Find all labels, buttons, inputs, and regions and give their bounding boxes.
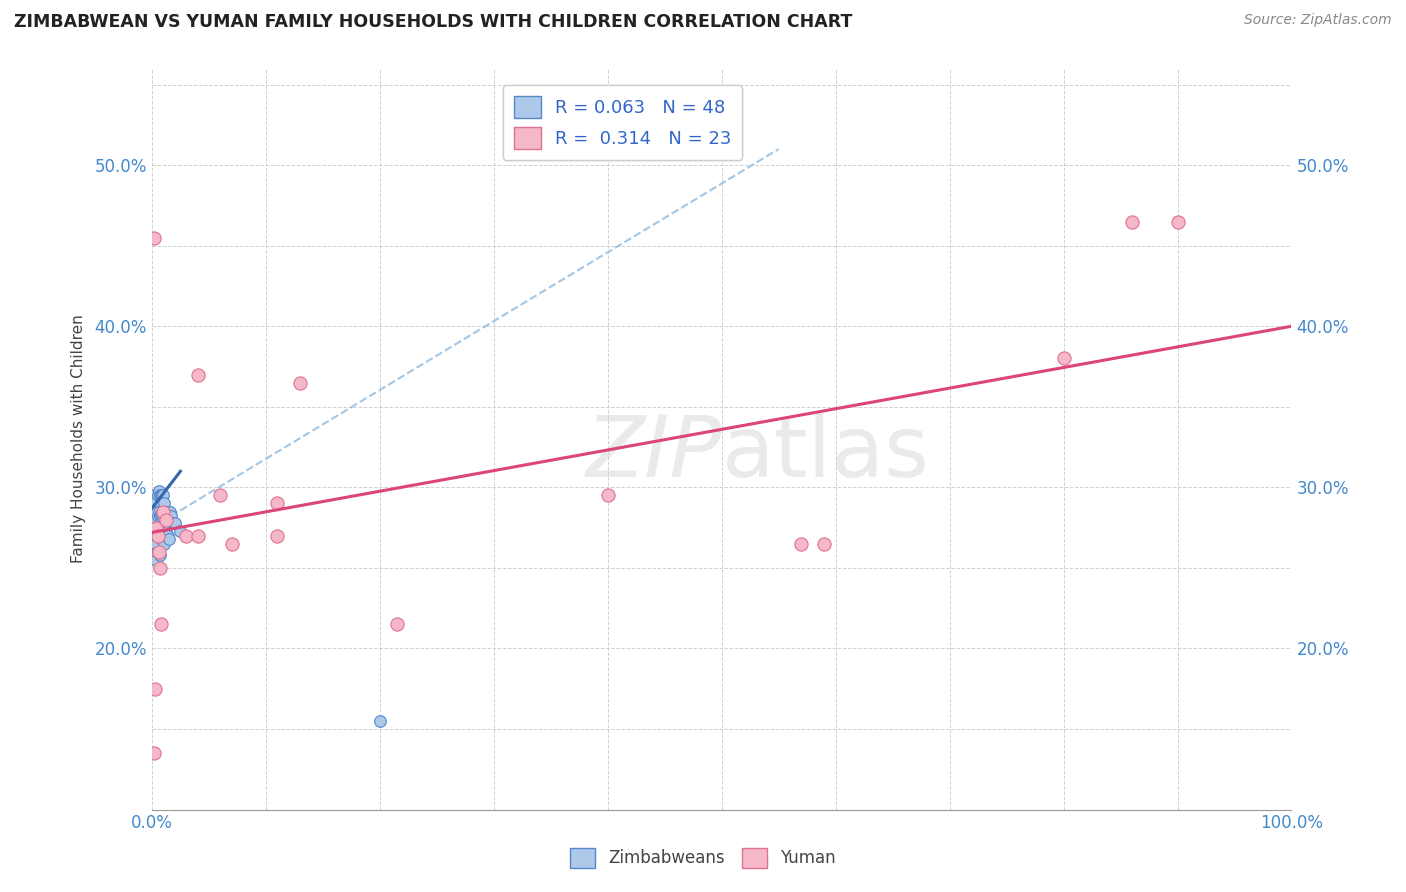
Point	[152, 532, 174, 546]
Point	[143, 537, 166, 551]
Point	[169, 524, 191, 538]
Text: ZIMBABWEAN VS YUMAN FAMILY HOUSEHOLDS WITH CHILDREN CORRELATION CHART: ZIMBABWEAN VS YUMAN FAMILY HOUSEHOLDS WI…	[14, 13, 852, 31]
Point	[160, 509, 183, 524]
Point	[153, 516, 176, 530]
Point	[385, 617, 408, 632]
Point	[221, 537, 243, 551]
Point	[148, 545, 170, 559]
Point	[148, 545, 170, 559]
Point	[149, 529, 172, 543]
Point	[148, 504, 170, 518]
Point	[149, 488, 172, 502]
Point	[150, 509, 173, 524]
Point	[157, 532, 180, 546]
Point	[150, 532, 173, 546]
Text: ZIP: ZIP	[585, 412, 721, 495]
Point	[1052, 351, 1074, 366]
Point	[162, 516, 184, 530]
Point	[149, 561, 172, 575]
Legend: Zimbabweans, Yuman: Zimbabweans, Yuman	[564, 841, 842, 875]
Text: Source: ZipAtlas.com: Source: ZipAtlas.com	[1244, 13, 1392, 28]
Point	[162, 516, 184, 530]
Point	[146, 525, 169, 540]
Point	[143, 230, 166, 244]
Point	[143, 488, 166, 502]
Point	[146, 509, 169, 524]
Point	[1121, 214, 1143, 228]
Point	[150, 488, 173, 502]
Point	[174, 529, 197, 543]
Point	[146, 488, 169, 502]
Point	[266, 496, 288, 510]
Point	[1166, 214, 1188, 228]
Point	[150, 488, 173, 502]
Point	[156, 529, 179, 543]
Point	[186, 529, 208, 543]
Point	[790, 537, 813, 551]
Point	[145, 504, 167, 518]
Point	[163, 516, 186, 530]
Point	[152, 504, 174, 518]
Point	[368, 714, 391, 728]
Point	[146, 545, 169, 559]
Point	[288, 376, 311, 390]
Point	[143, 746, 166, 760]
Point	[150, 617, 173, 632]
Point	[143, 681, 166, 696]
Point	[156, 504, 179, 518]
Point	[150, 509, 173, 524]
Point	[156, 504, 179, 518]
Point	[209, 488, 232, 502]
Text: atlas: atlas	[721, 412, 929, 495]
Point	[266, 529, 288, 543]
Point	[145, 553, 167, 567]
Point	[143, 521, 166, 535]
Point	[149, 548, 172, 562]
Point	[155, 504, 177, 518]
Point	[186, 368, 208, 382]
Point	[153, 537, 176, 551]
Point	[153, 496, 176, 510]
Point	[149, 508, 172, 522]
Point	[813, 537, 835, 551]
Point	[155, 525, 177, 540]
Point	[143, 512, 166, 526]
Point	[145, 521, 167, 535]
Point	[143, 496, 166, 510]
Point	[145, 521, 167, 535]
Point	[152, 488, 174, 502]
Legend: R = 0.063   N = 48, R =  0.314   N = 23: R = 0.063 N = 48, R = 0.314 N = 23	[503, 85, 742, 160]
Y-axis label: Family Households with Children: Family Households with Children	[72, 315, 86, 564]
Point	[146, 529, 169, 543]
Point	[148, 483, 170, 498]
Point	[145, 537, 167, 551]
Point	[150, 532, 173, 546]
Point	[156, 529, 179, 543]
Point	[596, 488, 619, 502]
Point	[148, 525, 170, 540]
Point	[157, 504, 180, 518]
Point	[152, 512, 174, 526]
Point	[155, 512, 177, 526]
Point	[159, 504, 181, 518]
